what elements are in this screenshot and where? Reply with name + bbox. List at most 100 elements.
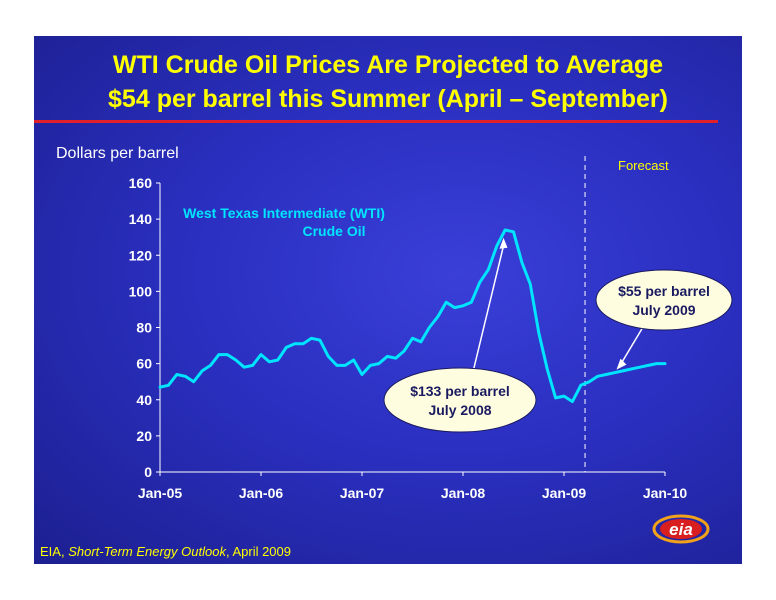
data-point [402,349,406,353]
data-point [175,373,179,376]
data-point [596,375,599,378]
data-point [360,373,364,376]
data-point [512,230,515,233]
data-point [310,337,313,340]
data-point [613,371,616,374]
data-point [495,245,498,248]
data-point [453,306,456,309]
data-point [217,353,221,356]
chart-title-line1: WTI Crude Oil Prices Are Projected to Av… [112,51,664,79]
chart-ticks: 0 20 40 60 80 100 120 140 160 Jan-05 Jan-06 Jan-07 J… [129,175,688,501]
data-point [386,355,389,358]
data-point [655,362,658,365]
data-point [537,331,540,335]
data-point [226,353,229,356]
source-suffix: , April 2009 [225,544,291,559]
forecast-label: Forecast [618,158,669,173]
data-point [259,353,263,356]
callout-arrow-2008 [471,245,505,377]
data-point [327,355,330,358]
x-tick-label: Jan-05 [138,485,183,501]
data-point [444,301,448,304]
callout-ellipse-2009 [595,269,733,331]
data-point [621,369,625,373]
data-point [192,380,195,383]
series-label-line2: Crude Oil [302,223,365,239]
data-point [242,366,246,369]
x-tick-label: Jan-07 [340,485,385,501]
chart-callouts: $133 per barrel July 2008 $55 per barrel Ju… [383,237,733,433]
callout-2009-line2: July 2009 [632,302,695,318]
callout-2008-line1: $133 per barrel [410,383,510,399]
data-point [487,268,490,271]
data-point [646,364,650,367]
source-prefix: EIA, [40,544,69,559]
y-tick-label: 0 [144,464,152,480]
chart-series [158,228,667,404]
title-divider [34,120,718,123]
data-point [579,384,583,387]
callout-2009-line1: $55 per barrel [618,283,710,299]
data-point [571,400,574,403]
data-point [268,360,271,364]
chart-svg: 0 20 40 60 80 100 120 140 160 Jan-05 Jan-06 Jan-07 J… [129,156,733,501]
data-point [301,342,305,345]
slide: WTI Crude Oil Prices Are Projected to Av… [34,36,742,564]
x-tick-label: Jan-10 [643,485,688,501]
data-point [663,362,667,365]
data-point [411,337,414,340]
eia-logo-swoosh [652,514,710,544]
data-point [545,367,549,371]
data-point [428,326,431,329]
eia-logo-body [660,519,702,539]
data-point [200,369,204,373]
data-point [318,338,322,342]
data-point [184,375,187,378]
source-citation: EIA, Short-Term Energy Outlook, April 20… [40,544,291,559]
eia-logo-text: eia [669,520,693,539]
data-point [276,358,280,362]
callout-arrowhead-2009 [616,358,627,370]
chart-title-line2: $54 per barrel this Summer (April – Sept… [108,85,668,113]
data-point [520,261,524,264]
data-point [234,358,237,362]
callout-2008-line2: July 2008 [428,402,491,418]
eia-logo: eia [652,514,710,544]
data-point [529,282,532,286]
data-point [352,358,355,362]
y-tick-label: 140 [129,211,153,227]
data-point [369,364,372,367]
data-point [167,384,170,387]
y-tick-label: 120 [129,247,153,263]
y-tick-label: 40 [136,392,152,408]
x-tick-label: Jan-06 [239,485,284,501]
data-point [394,357,397,360]
y-tick-label: 60 [136,356,152,372]
data-point [251,364,254,367]
data-point [158,385,162,389]
y-tick-label: 160 [129,175,153,191]
y-tick-label: 80 [136,320,152,336]
data-point [554,396,557,400]
callout-arrow-2009 [619,321,647,366]
data-point [562,394,566,398]
data-point [343,364,347,367]
y-tick-label: 100 [129,283,153,299]
data-point [293,342,296,345]
y-axis-label: Dollars per barrel [56,145,179,162]
data-point [436,315,439,318]
data-point [285,346,288,349]
source-title: Short-Term Energy Outlook [68,544,226,559]
data-point [461,304,465,308]
callout-ellipse-2008 [383,367,537,433]
data-point [419,340,423,344]
data-point [335,364,338,367]
y-tick-label: 20 [136,428,152,444]
data-point [478,281,482,284]
data-point [503,228,507,232]
data-point [209,364,212,367]
chart-title: WTI Crude Oil Prices Are Projected to Av… [34,48,742,116]
x-tick-label: Jan-09 [542,485,587,501]
data-point [638,366,641,369]
series-label-line1: West Texas Intermediate (WTI) [183,205,385,221]
